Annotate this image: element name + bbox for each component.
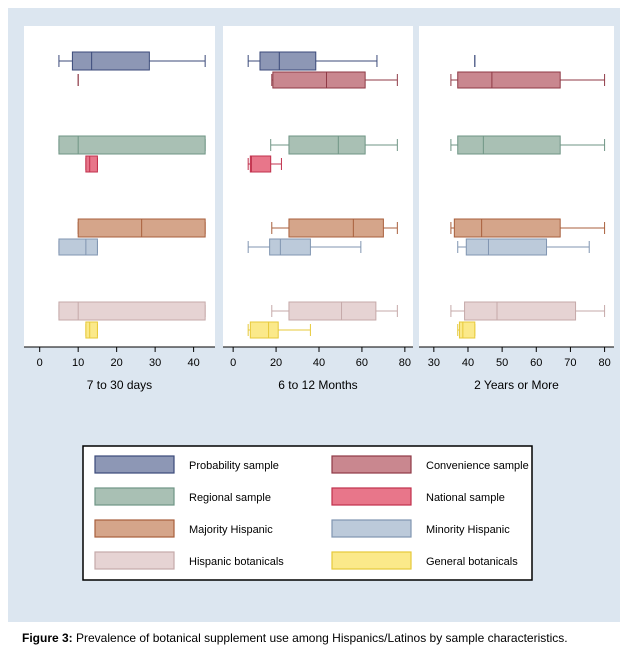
box-majority — [450, 218, 606, 238]
legend-swatch — [94, 551, 175, 570]
figure-canvas: 0 10 20 30 40 7 to 30 days 0 20 40 60 80 6 to 12 Mo… — [24, 26, 614, 581]
box-convenience — [450, 71, 606, 89]
legend-item-hisp_bot: Hispanic botanicals — [94, 551, 284, 570]
legend-item-gen_bot: General botanicals — [331, 551, 518, 570]
box-gen_bot — [85, 321, 98, 339]
legend-swatch — [331, 487, 412, 506]
box-iqr — [288, 301, 377, 321]
box-majority — [271, 218, 398, 238]
box-hisp_bot — [271, 301, 398, 321]
box-probability — [247, 51, 378, 71]
x-tick-label: 70 — [564, 357, 576, 369]
panel-1: 0 10 20 30 40 7 to 30 days — [24, 26, 215, 392]
legend-label: National sample — [426, 492, 505, 504]
x-tick-label: 40 — [313, 357, 325, 369]
x-tick-label: 40 — [187, 357, 199, 369]
box-majority — [77, 218, 206, 238]
x-tick-label: 80 — [399, 357, 411, 369]
panel-2: 0 20 40 60 80 6 to 12 Months — [223, 26, 413, 392]
x-tick-label: 80 — [598, 357, 610, 369]
legend-swatch — [94, 455, 175, 474]
legend-label: Probability sample — [189, 460, 279, 472]
box-convenience — [271, 71, 398, 89]
legend-label: Hispanic botanicals — [189, 556, 284, 568]
x-tick-label: 50 — [496, 357, 508, 369]
legend-label: General botanicals — [426, 556, 518, 568]
box-regional — [450, 135, 606, 155]
box-iqr — [259, 51, 317, 71]
legend-label: Regional sample — [189, 492, 271, 504]
box-regional — [58, 135, 206, 155]
legend-label: Majority Hispanic — [189, 524, 273, 536]
x-tick-label: 0 — [37, 357, 43, 369]
box-gen_bot — [247, 321, 311, 339]
legend-swatch — [331, 455, 412, 474]
x-tick-label: 0 — [230, 357, 236, 369]
box-national — [247, 155, 282, 173]
figure-caption: Figure 3: Prevalence of botanical supple… — [22, 631, 622, 645]
x-axis-label: 6 to 12 Months — [278, 378, 357, 392]
box-iqr — [71, 51, 150, 71]
box-minority — [247, 238, 362, 256]
x-tick-label: 20 — [270, 357, 282, 369]
legend-swatch — [331, 551, 412, 570]
box-hisp_bot — [58, 301, 206, 321]
plot-area — [24, 26, 215, 347]
box-iqr — [272, 71, 366, 89]
box-iqr — [453, 218, 561, 238]
legend-item-convenience: Convenience sample — [331, 455, 529, 474]
legend-label: Convenience sample — [426, 460, 529, 472]
box-iqr — [457, 71, 561, 89]
x-tick-label: 10 — [72, 357, 84, 369]
legend: Probability sample Convenience sample Regi… — [82, 445, 533, 581]
x-tick-label: 60 — [356, 357, 368, 369]
box-iqr — [85, 155, 98, 173]
box-iqr — [288, 218, 384, 238]
box-minority — [457, 238, 590, 256]
box-iqr — [464, 301, 577, 321]
legend-item-minority: Minority Hispanic — [331, 519, 510, 538]
box-iqr — [457, 135, 561, 155]
box-iqr — [249, 155, 272, 173]
legend-swatch — [94, 519, 175, 538]
legend-swatch — [94, 487, 175, 506]
box-iqr — [58, 135, 206, 155]
panel-3: 30 40 50 60 70 80 2 Years or More — [419, 26, 614, 392]
box-gen_bot — [457, 321, 476, 339]
box-iqr — [58, 238, 98, 256]
x-tick-label: 30 — [149, 357, 161, 369]
legend-item-regional: Regional sample — [94, 487, 271, 506]
legend-swatch — [331, 519, 412, 538]
legend-item-majority: Majority Hispanic — [94, 519, 273, 538]
x-tick-label: 40 — [462, 357, 474, 369]
legend-item-national: National sample — [331, 487, 505, 506]
box-iqr — [58, 301, 206, 321]
box-national — [85, 155, 98, 173]
x-tick-label: 60 — [530, 357, 542, 369]
x-axis-label: 2 Years or More — [474, 378, 559, 392]
x-axis-label: 7 to 30 days — [87, 378, 152, 392]
box-iqr — [269, 238, 311, 256]
caption-label: Figure 3: — [22, 631, 73, 645]
box-iqr — [288, 135, 366, 155]
box-iqr — [458, 321, 476, 339]
x-tick-label: 20 — [111, 357, 123, 369]
x-tick-label: 30 — [428, 357, 440, 369]
caption-text: Prevalence of botanical supplement use a… — [72, 631, 568, 645]
legend-item-probability: Probability sample — [94, 455, 279, 474]
box-minority — [58, 238, 98, 256]
box-regional — [270, 135, 398, 155]
box-iqr — [249, 321, 279, 339]
box-iqr — [465, 238, 548, 256]
box-probability — [58, 51, 206, 71]
box-iqr — [85, 321, 98, 339]
legend-label: Minority Hispanic — [426, 524, 510, 536]
box-hisp_bot — [450, 301, 606, 321]
